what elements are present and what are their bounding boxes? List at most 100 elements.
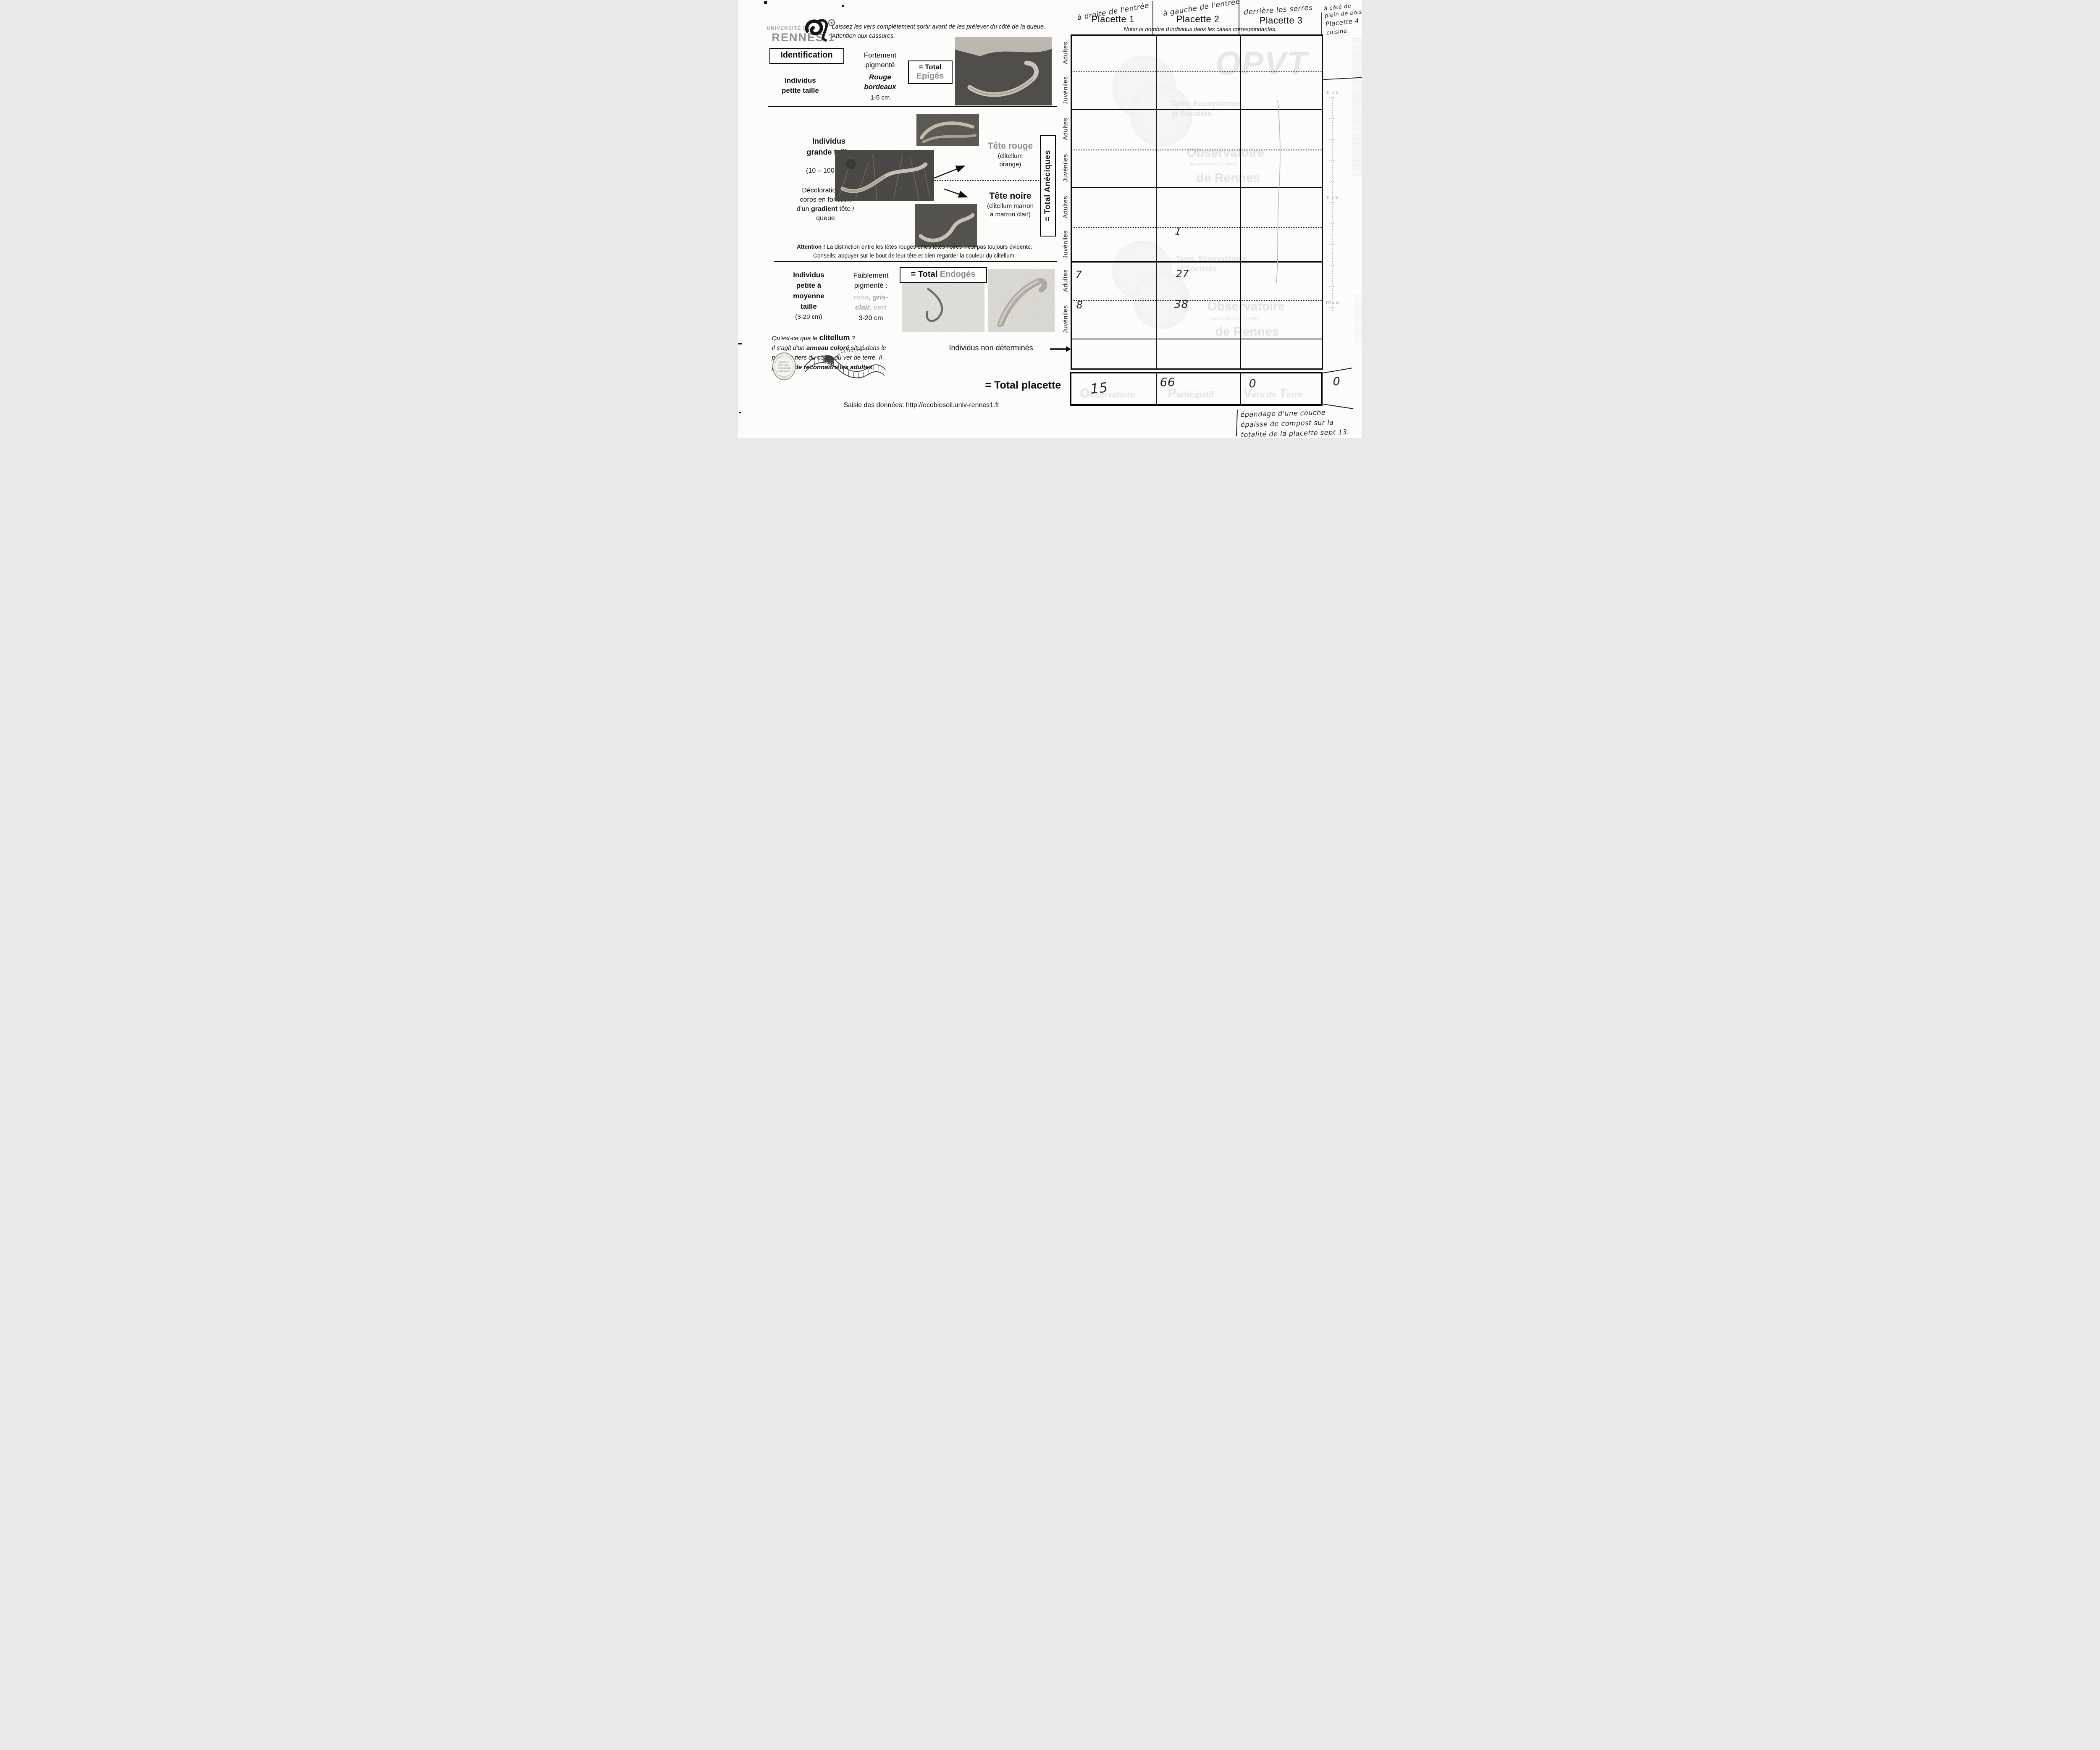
row-label-epiges-juveniles: Juvéniles (1062, 76, 1069, 105)
instructions-line1: Laissez les vers complètement sortir ava… (832, 24, 1046, 30)
q-bold: clitellum (819, 334, 850, 342)
total-value-p3: 0 (1249, 377, 1257, 390)
endoges-label-line3: moyenne (793, 292, 824, 300)
epiges-pig-line1: Fortement (864, 51, 897, 59)
handwritten-note-bottom: épandage d'une couche épaisse de compost… (1240, 407, 1349, 438)
aneciques-photo-top (916, 114, 979, 146)
endoges-pig-line2: pigmenté : (854, 281, 888, 289)
clitellum-diagram-label: CLITELLUM (840, 348, 867, 354)
cell-value-aneciques-noire-juveniles-p2: 1 (1173, 225, 1182, 238)
tete-rouge-title: Tête rouge (987, 141, 1033, 151)
ruler-tick (1328, 97, 1334, 98)
row-label-aneciques-noire-adultes: Adultes (1062, 196, 1069, 218)
watermark-osur: des sciences de l'Univers (1189, 162, 1237, 167)
non-determines-arrow-icon (1050, 346, 1071, 352)
row-divider-solid (1070, 187, 1323, 188)
pencil-stroke (1236, 409, 1238, 437)
watermark-rennes: de Rennes (1196, 171, 1260, 185)
aneciques-photo-bottom (914, 204, 977, 247)
color-clair: clair, (855, 303, 872, 311)
clitellum-info: Qu'est-ce que le clitellum ? Il s'agit d… (772, 333, 906, 372)
total-endoges-prefix: = Total (911, 270, 940, 279)
total-placette-box (1069, 372, 1323, 406)
cell-value-endoges-adultes-p2: 27 (1176, 268, 1189, 280)
epiges-individus-label: Individus petite taille (775, 76, 826, 96)
desc-pre: d'un (796, 205, 811, 213)
cell-value-endoges-juveniles-p1: 8 (1076, 299, 1083, 311)
endoges-size: (3-20 cm) (795, 313, 822, 321)
table-col-divider-2 (1240, 34, 1241, 370)
scan-noise-strip (1354, 294, 1362, 344)
scan-speck (738, 343, 742, 344)
total-endoges-name: Endogés (940, 270, 976, 279)
epiges-size: 1-5 cm (870, 94, 890, 101)
color-vert: vert (871, 303, 887, 311)
ruler-tick (1328, 307, 1334, 308)
scan-speck (764, 1, 767, 4)
endoges-photo-2 (988, 269, 1055, 332)
table-note: Noter le nombre d'individus dans les cas… (1124, 26, 1277, 32)
row-label-aneciques-rouge-adultes: Adultes (1062, 118, 1069, 140)
row-label-endoges-juveniles: Juvéniles (1062, 305, 1069, 334)
cell-value-endoges-juveniles-p2: 38 (1174, 298, 1189, 311)
l1-post: situé dans le (849, 344, 887, 352)
endoges-label-line2: petite à (796, 281, 822, 289)
seal-line3: D'HISTOIRE (778, 367, 791, 370)
endoges-colors-line1: rose, gris- (845, 292, 897, 302)
watermark-observatoire: Observatoire (1186, 146, 1265, 160)
conseils-line: Conseils: appuyer sur le bout de leur tê… (813, 252, 1016, 259)
university-logo-worm-icon (805, 19, 835, 42)
row-divider-dotted (1071, 300, 1322, 301)
epiges-pig-line2: pigmenté (865, 61, 895, 69)
endoges-label-line4: taille (801, 302, 817, 310)
ruler-tick (1328, 202, 1334, 203)
endoges-individus-label: Individus petite à moyenne taille (3-20 … (785, 270, 833, 322)
row-label-endoges-adultes: Adultes (1062, 269, 1069, 292)
attention-rest: La distinction entre les têtes rouges et… (825, 244, 1032, 250)
ruler-tick (1328, 223, 1334, 224)
clitellum-worm-diagram: CLITELLUM (804, 348, 886, 380)
endoges-photo-1 (902, 283, 984, 332)
tete-rouge-sub2: orange) (999, 161, 1021, 168)
q-post: ? (850, 335, 855, 342)
color-gris: gris- (872, 293, 888, 301)
scanned-worksheet: OPVT Terre, Écosystèmes et Sociétés Obse… (738, 0, 1362, 438)
placette-1-header: Placette 1 (1091, 14, 1135, 24)
tete-rouge-sub1: (clitellum (998, 152, 1023, 160)
annotation-placette4: à côté de plein de bois Placette 4 cuisi… (1323, 2, 1362, 37)
section-divider-1 (768, 106, 1057, 107)
table-col-divider-1 (1155, 34, 1157, 370)
total-epiges-name: Epigés (916, 71, 944, 81)
tete-noire-sub: (clitellum marron à marron clair) (980, 202, 1041, 219)
identification-title-box: Identification (769, 48, 844, 64)
endoges-size2: 3-20 cm (858, 315, 883, 322)
non-determines-label: Individus non déterminés (949, 344, 1033, 352)
ruler-tick (1328, 160, 1334, 161)
epiges-pig-line3: Rouge (869, 73, 891, 81)
epiges-label-line1: Individus (785, 76, 816, 84)
endoges-pigmentation: Faiblement pigmenté : rose, gris- clair,… (845, 271, 897, 323)
instructions-line2: Attention aux cassures. (832, 33, 895, 39)
l1-pre: Il s'agit d'un (772, 344, 806, 352)
scan-speck (739, 412, 741, 413)
pen-divider (1321, 13, 1322, 34)
row-label-epiges-adultes: Adultes (1062, 42, 1069, 64)
total-value-p2: 66 (1160, 375, 1176, 389)
endoges-pig-line1: Faiblement (853, 271, 889, 279)
row-divider-dotted (1071, 227, 1322, 228)
clitellum-line1: Il s'agit d'un anneau coloré situé dans … (772, 343, 906, 353)
total-epiges-box: = Total Epigés (908, 60, 953, 84)
desc-post: tête / (837, 205, 855, 213)
ruler-tick (1328, 286, 1334, 287)
placette-2-header: Placette 2 (1176, 14, 1220, 24)
scan-speck (842, 5, 844, 7)
ruler-10cm: 10 cm (1325, 300, 1340, 305)
row-label-aneciques-noire-juveniles: Juvéniles (1062, 230, 1069, 259)
ruler-tick (1328, 118, 1334, 119)
row-divider-dotted (1071, 71, 1322, 72)
ruler-tick (1328, 265, 1334, 266)
row-divider-solid (1070, 261, 1323, 263)
watermark-opvt: OPVT (1215, 45, 1308, 81)
endoges-colors-line2: clair, vert (845, 302, 897, 313)
ruler-tick (1328, 139, 1334, 140)
